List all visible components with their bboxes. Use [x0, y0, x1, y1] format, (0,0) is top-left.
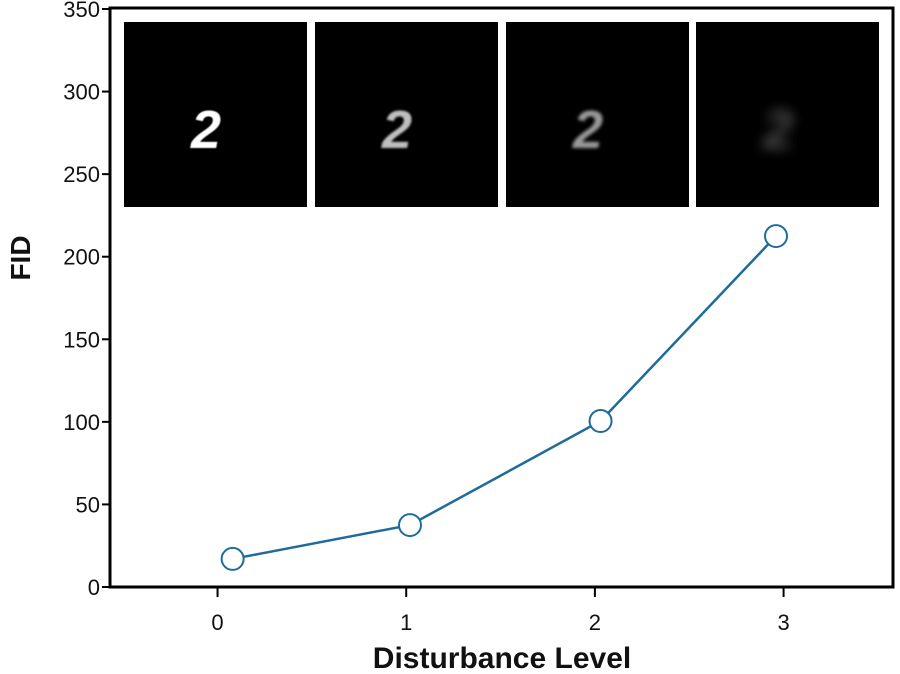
inset-background — [315, 22, 498, 207]
y-tick-label: 350 — [63, 0, 100, 22]
data-point — [588, 409, 613, 434]
y-tick-label: 150 — [63, 327, 100, 352]
plot-frame — [108, 6, 895, 589]
x-tick-label: 3 — [777, 610, 789, 635]
inset-image: 2 — [315, 22, 498, 207]
y-tick-label: 0 — [88, 575, 100, 600]
inset-image: 2 — [124, 22, 307, 207]
x-tick-label: 2 — [589, 610, 601, 635]
digit-glyph: 2 — [572, 100, 603, 160]
digit-glyph: 2 — [762, 100, 793, 160]
y-tick-label: 250 — [63, 162, 100, 187]
x-axis-label: Disturbance Level — [373, 642, 631, 674]
data-point — [764, 224, 789, 249]
digit-glyph: 2 — [190, 100, 221, 160]
series-line — [232, 235, 777, 561]
inset-image: 2 — [506, 22, 689, 207]
inset-background — [696, 22, 879, 207]
y-tick-label: 200 — [63, 245, 100, 270]
inset-image: 2 — [696, 22, 879, 207]
y-tick-label: 300 — [63, 80, 100, 105]
x-tick-label: 1 — [400, 610, 412, 635]
data-point — [220, 546, 245, 571]
y-axis-label: FID — [5, 235, 36, 280]
inset-background — [506, 22, 689, 207]
digit-glyph: 2 — [381, 100, 412, 160]
inset-background — [124, 22, 307, 207]
data-point — [397, 513, 422, 538]
x-tick-label: 0 — [211, 610, 223, 635]
y-tick-label: 100 — [63, 410, 100, 435]
y-tick-label: 50 — [76, 492, 100, 517]
